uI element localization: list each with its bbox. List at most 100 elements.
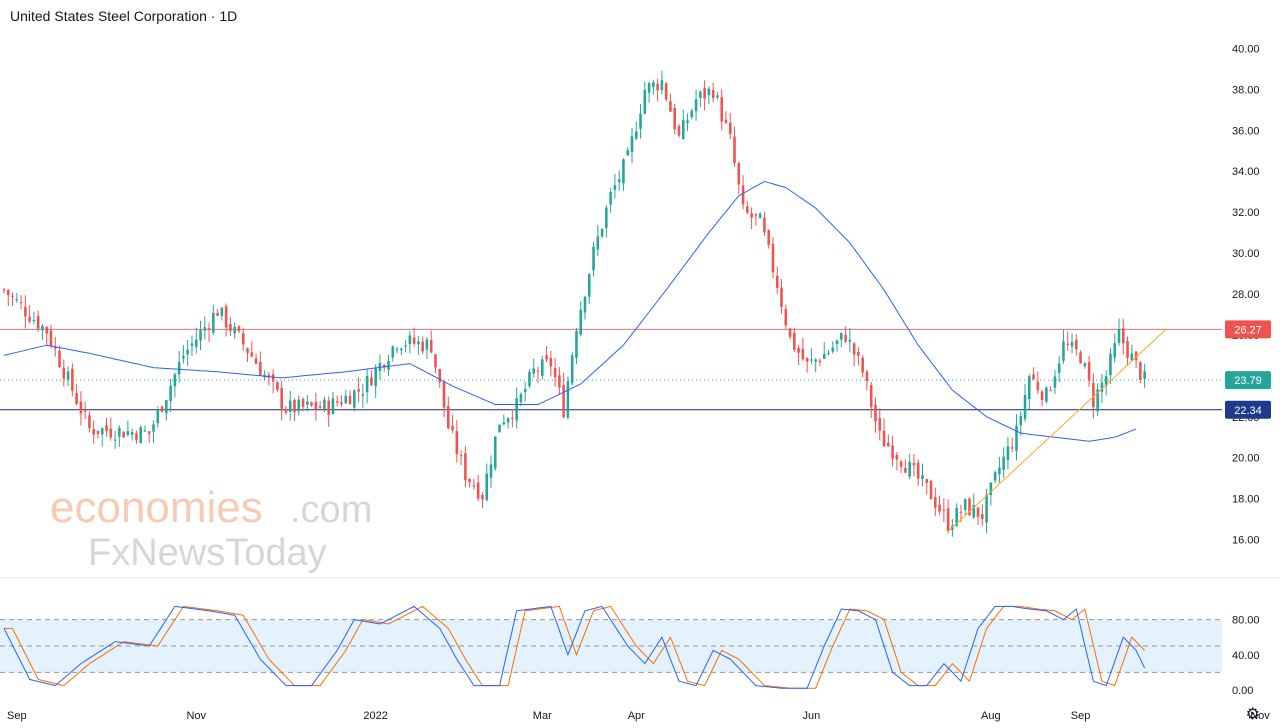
candle-body	[831, 347, 835, 352]
candle-body	[810, 359, 813, 361]
candle-body	[323, 399, 326, 410]
candle-body	[348, 395, 352, 405]
candle-body	[391, 346, 395, 358]
candle-body	[754, 213, 758, 216]
candle-body	[553, 368, 557, 378]
candle-body	[515, 398, 518, 421]
candle-body	[814, 359, 817, 362]
candle-body	[173, 374, 177, 387]
candle-body	[1070, 342, 1074, 347]
candle-body	[118, 428, 121, 437]
candle-body	[827, 352, 830, 354]
candle-body	[981, 514, 984, 520]
candle-body	[942, 509, 946, 511]
candle-body	[417, 341, 420, 345]
candle-body	[639, 113, 642, 129]
candle-body	[135, 433, 138, 441]
candle-body	[707, 88, 711, 96]
candle-body	[284, 409, 288, 413]
candle-body	[596, 236, 600, 250]
candle-body	[489, 464, 493, 478]
candle-body	[177, 362, 181, 375]
candle-body	[865, 371, 869, 382]
candle-body	[912, 462, 916, 466]
candle-body	[126, 430, 130, 435]
candle-body	[58, 350, 61, 367]
candle-body	[652, 82, 655, 88]
candle-body	[1100, 382, 1104, 392]
candle-body	[472, 485, 476, 487]
candle-body	[711, 89, 715, 99]
time-tick-label: Aug	[981, 710, 1001, 722]
settings-gear-icon[interactable]: ⚙	[1245, 706, 1260, 723]
candle-body	[998, 467, 1001, 475]
candle-body	[1053, 376, 1057, 388]
candle-body	[716, 95, 719, 98]
candle-body	[592, 246, 595, 271]
candle-body	[464, 453, 467, 481]
candle-body	[494, 436, 497, 469]
sma-path	[3, 180, 1137, 442]
candle-body	[703, 88, 706, 99]
candle-body	[801, 348, 805, 360]
candle-body	[656, 83, 659, 91]
candle-body	[771, 243, 775, 273]
candle-body	[540, 359, 544, 376]
candle-body	[88, 415, 91, 429]
candle-body	[934, 496, 937, 508]
candle-body	[1066, 343, 1070, 345]
candle-body	[459, 454, 463, 456]
candle-body	[844, 334, 847, 342]
candle-body	[233, 326, 236, 334]
moving-average-line	[3, 180, 1137, 442]
candle-body	[481, 494, 484, 500]
candle-body	[1113, 343, 1117, 358]
time-tick-label: Mar	[533, 710, 552, 722]
price-tick-label: 36.00	[1232, 125, 1260, 137]
candle-body	[100, 428, 104, 435]
candle-body	[793, 333, 796, 350]
candle-body	[438, 368, 442, 382]
candle-body	[314, 401, 318, 410]
candle-body	[630, 136, 634, 152]
candle-body	[15, 299, 19, 301]
candle-body	[374, 368, 377, 387]
candle-body	[908, 461, 911, 477]
candle-body	[1023, 394, 1027, 419]
candle-body	[575, 331, 578, 358]
price-tags: 26.27 23.79 22.34	[1225, 320, 1271, 419]
candle-body	[24, 306, 27, 317]
candle-body	[41, 325, 44, 331]
candle-body	[869, 385, 873, 408]
candle-body	[203, 327, 207, 331]
candle-body	[741, 185, 745, 205]
trendline[interactable]	[947, 329, 1167, 532]
candle-body	[83, 410, 87, 412]
candle-body	[852, 343, 856, 355]
candle-body	[1121, 328, 1125, 344]
candle-body	[673, 108, 676, 130]
candle-body	[664, 83, 668, 100]
candle-body	[1062, 341, 1065, 361]
candle-body	[989, 482, 993, 496]
stoch-d-line	[4, 605, 1145, 689]
candle-body	[609, 191, 612, 205]
price-tag-label: 22.34	[1234, 405, 1262, 417]
candle-body	[370, 377, 373, 386]
candle-body	[891, 445, 894, 459]
candle-body	[784, 309, 788, 326]
candle-body	[400, 348, 403, 351]
time-tick-label: Nov	[1250, 710, 1270, 722]
candle-body	[1096, 389, 1099, 412]
candle-body	[895, 454, 899, 460]
candle-body	[857, 351, 860, 356]
candle-body	[246, 348, 249, 353]
candle-body	[788, 328, 792, 337]
candle-body	[587, 274, 591, 297]
candle-body	[147, 431, 151, 434]
candle-body	[968, 498, 971, 516]
candle-body	[780, 287, 783, 307]
candle-body	[728, 122, 732, 134]
candle-body	[122, 431, 125, 438]
